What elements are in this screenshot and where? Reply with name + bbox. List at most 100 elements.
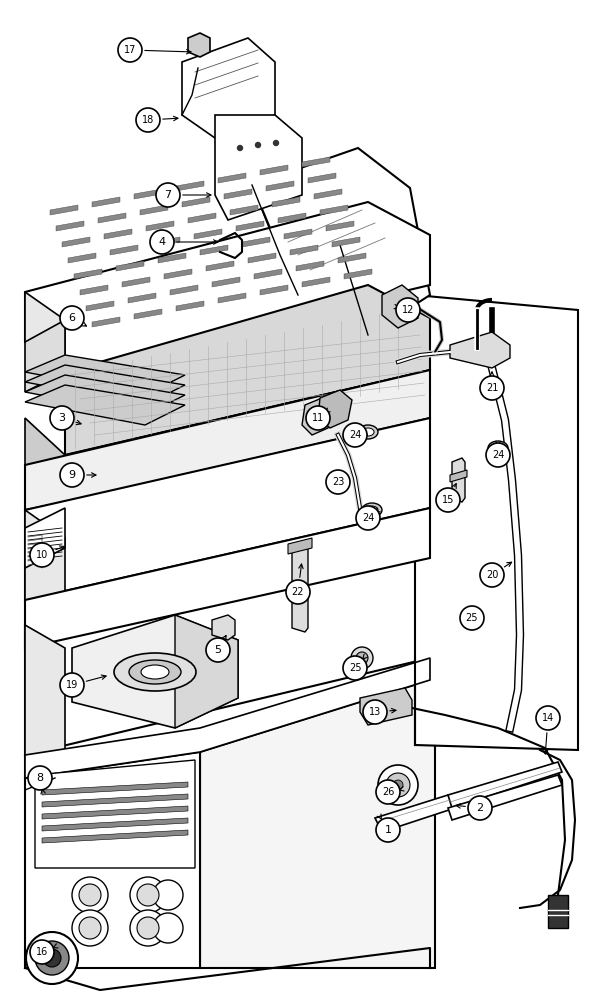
Circle shape bbox=[461, 607, 483, 629]
Text: 23: 23 bbox=[332, 477, 344, 487]
Polygon shape bbox=[25, 508, 430, 648]
Polygon shape bbox=[42, 782, 188, 795]
Polygon shape bbox=[266, 181, 294, 191]
Polygon shape bbox=[65, 370, 430, 502]
Polygon shape bbox=[332, 237, 360, 247]
Polygon shape bbox=[25, 365, 185, 405]
Polygon shape bbox=[25, 752, 200, 968]
Polygon shape bbox=[140, 205, 168, 215]
Ellipse shape bbox=[358, 425, 378, 439]
Polygon shape bbox=[35, 760, 195, 868]
Polygon shape bbox=[212, 277, 240, 287]
Polygon shape bbox=[272, 197, 300, 207]
Text: 10: 10 bbox=[36, 550, 48, 560]
Text: 3: 3 bbox=[59, 413, 65, 423]
Polygon shape bbox=[175, 615, 238, 728]
Polygon shape bbox=[302, 277, 330, 287]
Polygon shape bbox=[344, 269, 372, 279]
Polygon shape bbox=[42, 830, 188, 843]
Circle shape bbox=[26, 932, 78, 984]
Polygon shape bbox=[450, 332, 510, 368]
Circle shape bbox=[238, 145, 242, 150]
Polygon shape bbox=[42, 794, 188, 807]
Polygon shape bbox=[218, 173, 246, 183]
Ellipse shape bbox=[114, 653, 196, 691]
Circle shape bbox=[306, 406, 330, 430]
Circle shape bbox=[30, 940, 54, 964]
Text: 25: 25 bbox=[466, 613, 478, 623]
Circle shape bbox=[60, 463, 84, 487]
Polygon shape bbox=[375, 795, 455, 832]
Polygon shape bbox=[65, 285, 430, 455]
Polygon shape bbox=[290, 245, 318, 255]
Text: 19: 19 bbox=[66, 680, 78, 690]
Polygon shape bbox=[86, 301, 114, 311]
Polygon shape bbox=[296, 261, 324, 271]
Circle shape bbox=[50, 406, 74, 430]
Circle shape bbox=[72, 910, 108, 946]
Polygon shape bbox=[25, 658, 430, 778]
Polygon shape bbox=[320, 205, 348, 215]
Polygon shape bbox=[318, 390, 352, 428]
Circle shape bbox=[536, 706, 560, 730]
Polygon shape bbox=[254, 269, 282, 279]
Text: 13: 13 bbox=[369, 707, 381, 717]
Text: 24: 24 bbox=[349, 430, 361, 440]
Circle shape bbox=[363, 700, 387, 724]
Circle shape bbox=[35, 941, 69, 975]
Text: 9: 9 bbox=[68, 470, 76, 480]
Polygon shape bbox=[80, 285, 108, 295]
Polygon shape bbox=[146, 221, 174, 231]
Circle shape bbox=[393, 780, 403, 790]
Circle shape bbox=[72, 877, 108, 913]
Polygon shape bbox=[224, 189, 252, 199]
Polygon shape bbox=[158, 253, 186, 263]
Circle shape bbox=[343, 423, 367, 447]
Polygon shape bbox=[25, 370, 430, 510]
Ellipse shape bbox=[129, 660, 181, 684]
Text: 7: 7 bbox=[164, 190, 172, 200]
Polygon shape bbox=[278, 213, 306, 223]
Polygon shape bbox=[302, 157, 330, 167]
Circle shape bbox=[356, 652, 368, 664]
Polygon shape bbox=[134, 189, 162, 199]
Ellipse shape bbox=[488, 441, 508, 455]
Ellipse shape bbox=[366, 506, 378, 514]
Text: 21: 21 bbox=[486, 383, 498, 393]
Polygon shape bbox=[200, 680, 435, 968]
Polygon shape bbox=[176, 301, 204, 311]
Polygon shape bbox=[188, 33, 210, 57]
Circle shape bbox=[153, 913, 183, 943]
Polygon shape bbox=[360, 688, 412, 725]
Polygon shape bbox=[164, 269, 192, 279]
Polygon shape bbox=[326, 221, 354, 231]
Text: 18: 18 bbox=[142, 115, 154, 125]
Polygon shape bbox=[260, 285, 288, 295]
Polygon shape bbox=[215, 115, 302, 220]
Polygon shape bbox=[68, 253, 96, 263]
Polygon shape bbox=[206, 261, 234, 271]
Polygon shape bbox=[188, 213, 216, 223]
Polygon shape bbox=[448, 762, 562, 808]
Circle shape bbox=[60, 306, 84, 330]
Polygon shape bbox=[288, 538, 312, 554]
Text: 15: 15 bbox=[442, 495, 454, 505]
Circle shape bbox=[436, 488, 460, 512]
Text: 8: 8 bbox=[37, 773, 44, 783]
Polygon shape bbox=[25, 385, 185, 425]
Circle shape bbox=[376, 818, 400, 842]
Circle shape bbox=[137, 917, 159, 939]
Polygon shape bbox=[25, 375, 185, 415]
Circle shape bbox=[468, 796, 492, 820]
Circle shape bbox=[256, 142, 260, 147]
Polygon shape bbox=[548, 895, 568, 928]
Text: 26: 26 bbox=[382, 787, 394, 797]
Circle shape bbox=[460, 606, 484, 630]
Polygon shape bbox=[116, 261, 144, 271]
Text: 12: 12 bbox=[402, 305, 414, 315]
Polygon shape bbox=[284, 229, 312, 239]
Polygon shape bbox=[25, 625, 65, 778]
Circle shape bbox=[480, 563, 504, 587]
Circle shape bbox=[156, 183, 180, 207]
Polygon shape bbox=[382, 285, 418, 328]
